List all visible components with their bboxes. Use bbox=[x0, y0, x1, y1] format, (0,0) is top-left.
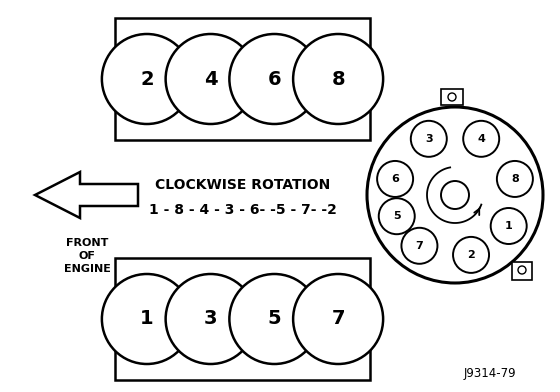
Polygon shape bbox=[35, 172, 138, 218]
Text: 7: 7 bbox=[332, 310, 345, 328]
Circle shape bbox=[453, 237, 489, 273]
Text: 5: 5 bbox=[268, 310, 281, 328]
Text: 1: 1 bbox=[140, 310, 153, 328]
Text: 1: 1 bbox=[505, 221, 512, 231]
Circle shape bbox=[230, 274, 319, 364]
Circle shape bbox=[441, 181, 469, 209]
Circle shape bbox=[293, 34, 383, 124]
Bar bbox=[115, 258, 370, 380]
Text: 7: 7 bbox=[416, 241, 423, 251]
Circle shape bbox=[367, 107, 543, 283]
Text: 8: 8 bbox=[332, 69, 345, 89]
Text: CLOCKWISE ROTATION: CLOCKWISE ROTATION bbox=[155, 178, 330, 192]
Text: 5: 5 bbox=[393, 211, 400, 221]
Text: 2: 2 bbox=[467, 250, 475, 260]
Circle shape bbox=[293, 274, 383, 364]
Circle shape bbox=[497, 161, 533, 197]
Bar bbox=[115, 18, 370, 140]
Circle shape bbox=[102, 274, 192, 364]
Text: 4: 4 bbox=[477, 134, 485, 144]
Circle shape bbox=[518, 266, 526, 274]
Circle shape bbox=[402, 228, 437, 264]
Text: 6: 6 bbox=[391, 174, 399, 184]
Text: 8: 8 bbox=[511, 174, 519, 184]
Text: 4: 4 bbox=[204, 69, 217, 89]
Bar bbox=[512, 262, 532, 280]
Circle shape bbox=[377, 161, 413, 197]
Circle shape bbox=[411, 121, 447, 157]
Circle shape bbox=[491, 208, 527, 244]
Text: J9314-79: J9314-79 bbox=[464, 367, 516, 380]
Circle shape bbox=[102, 34, 192, 124]
Text: 3: 3 bbox=[425, 134, 433, 144]
Circle shape bbox=[166, 274, 255, 364]
Text: 6: 6 bbox=[268, 69, 281, 89]
Text: 3: 3 bbox=[204, 310, 217, 328]
Circle shape bbox=[166, 34, 255, 124]
Text: 1 - 8 - 4 - 3 - 6- -5 - 7- -2: 1 - 8 - 4 - 3 - 6- -5 - 7- -2 bbox=[148, 203, 337, 217]
Text: 2: 2 bbox=[140, 69, 153, 89]
Circle shape bbox=[463, 121, 499, 157]
Bar bbox=[441, 89, 463, 105]
Circle shape bbox=[379, 198, 415, 234]
Circle shape bbox=[230, 34, 319, 124]
Circle shape bbox=[448, 93, 456, 101]
Text: FRONT
OF
ENGINE: FRONT OF ENGINE bbox=[64, 238, 110, 274]
